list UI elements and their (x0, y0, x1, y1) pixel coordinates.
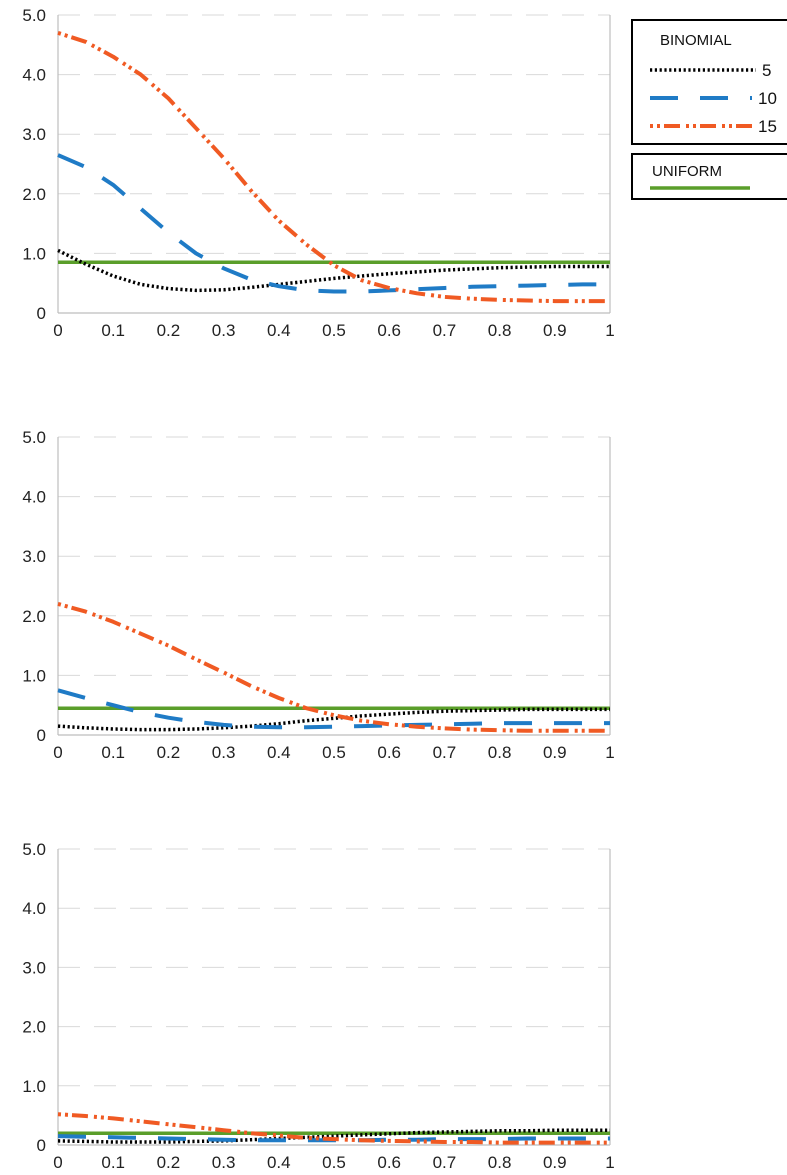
x-tick-label: 1 (605, 743, 614, 762)
y-tick-label: 2.0 (22, 185, 46, 204)
x-tick-label: 0.8 (488, 1153, 512, 1172)
y-tick-label: 1.0 (22, 244, 46, 263)
x-tick-label: 0.6 (377, 321, 401, 340)
x-tick-label: 0.8 (488, 743, 512, 762)
x-tick-label: 0.2 (157, 1153, 181, 1172)
x-tick-label: 0.1 (101, 743, 125, 762)
x-tick-label: 0.5 (322, 1153, 346, 1172)
y-tick-label: 3.0 (22, 547, 46, 566)
x-tick-label: 1 (605, 321, 614, 340)
series-line-5 (57, 248, 610, 293)
x-tick-label: 0.9 (543, 1153, 567, 1172)
y-tick-label: 2.0 (22, 607, 46, 626)
legend-label-5: 5 (762, 61, 771, 80)
legend-label-15: 15 (758, 117, 777, 136)
y-tick-label: 4.0 (22, 899, 46, 918)
x-tick-label: 0.7 (433, 743, 457, 762)
y-tick-label: 3.0 (22, 958, 46, 977)
y-tick-label: 1.0 (22, 1077, 46, 1096)
y-tick-label: 4.0 (22, 488, 46, 507)
series-line-5 (57, 707, 610, 732)
x-tick-label: 0.1 (101, 1153, 125, 1172)
y-tick-label: 3.0 (22, 125, 46, 144)
series-line-15 (57, 1112, 610, 1145)
y-tick-label: 0 (37, 1136, 46, 1155)
y-tick-label: 0 (37, 304, 46, 323)
series-line-10 (57, 688, 610, 730)
x-tick-label: 0.2 (157, 321, 181, 340)
y-tick-label: 4.0 (22, 66, 46, 85)
series-line-15 (57, 601, 610, 733)
x-tick-label: 1 (605, 1153, 614, 1172)
x-tick-label: 0.6 (377, 743, 401, 762)
chart-3: 0 1.0 2.0 3.0 4.0 5.0 0 0.1 0.2 0.3 0.4 0.5 0.6 0.7 0.… (22, 840, 614, 1172)
y-tick-label: 2.0 (22, 1018, 46, 1037)
x-tick-label: 0.5 (322, 321, 346, 340)
x-tick-label: 0.4 (267, 743, 291, 762)
x-tick-label: 0.7 (433, 1153, 457, 1172)
x-tick-label: 0.1 (101, 321, 125, 340)
legend-uniform-box: UNIFORM (631, 153, 787, 200)
y-tick-label: 5.0 (22, 6, 46, 25)
x-tick-label: 0 (53, 1153, 62, 1172)
legend-label-10: 10 (758, 89, 777, 108)
x-tick-label: 0.2 (157, 743, 181, 762)
x-tick-label: 0 (53, 321, 62, 340)
x-tick-label: 0.8 (488, 321, 512, 340)
x-tick-label: 0.5 (322, 743, 346, 762)
y-tick-label: 1.0 (22, 666, 46, 685)
legend-uniform-title: UNIFORM (652, 163, 722, 180)
y-tick-label: 5.0 (22, 428, 46, 447)
x-tick-label: 0.4 (267, 1153, 291, 1172)
legend-binomial-title: BINOMIAL (660, 32, 732, 49)
series-line-10 (57, 153, 610, 294)
chart-1: 0 1.0 2.0 3.0 4.0 5.0 0 0.1 0.2 0.3 0.4 0.5 0.6 0.7 0.… (22, 6, 614, 340)
x-tick-label: 0.3 (212, 1153, 236, 1172)
legend-binomial-box: BINOMIAL 5 10 15 (631, 19, 787, 145)
x-tick-label: 0.9 (543, 743, 567, 762)
x-tick-label: 0.3 (212, 321, 236, 340)
series-line-15 (57, 30, 610, 304)
x-tick-label: 0.4 (267, 321, 291, 340)
x-tick-label: 0.7 (433, 321, 457, 340)
y-tick-label: 5.0 (22, 840, 46, 859)
x-tick-label: 0.6 (377, 1153, 401, 1172)
x-tick-label: 0.9 (543, 321, 567, 340)
x-tick-label: 0 (53, 743, 62, 762)
x-tick-label: 0.3 (212, 743, 236, 762)
y-tick-label: 0 (37, 726, 46, 745)
chart-2: 0 1.0 2.0 3.0 4.0 5.0 0 0.1 0.2 0.3 0.4 0.5 0.6 0.7 0.… (22, 428, 614, 762)
series-line-5 (57, 1128, 610, 1144)
